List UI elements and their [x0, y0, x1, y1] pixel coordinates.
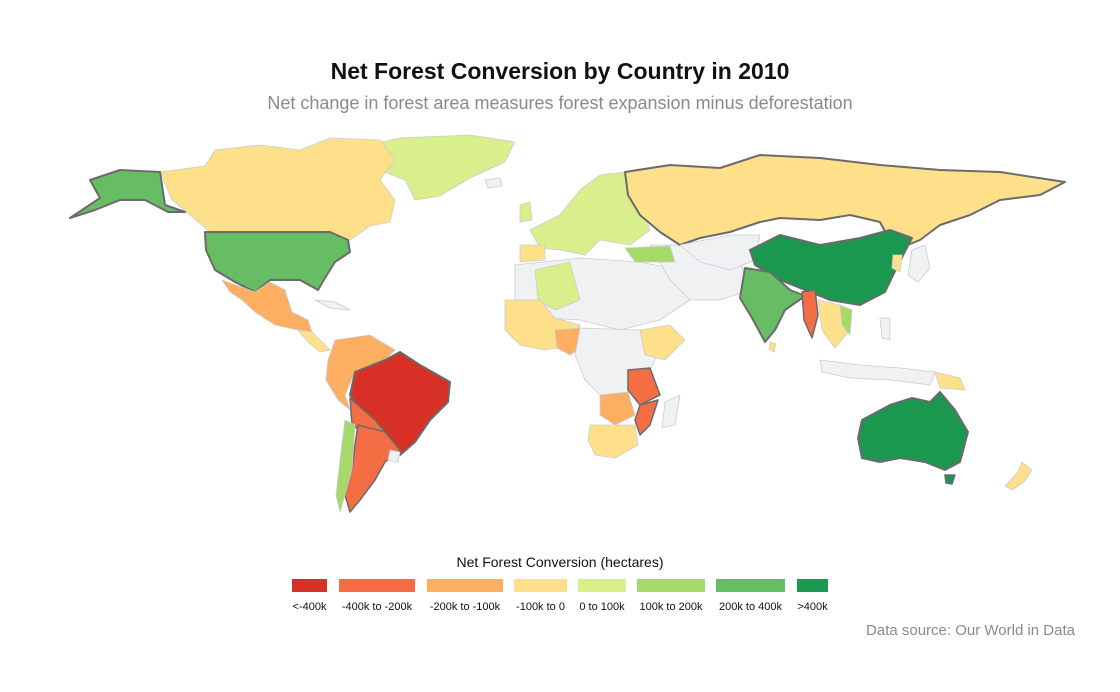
country-indonesia[interactable]	[819, 359, 936, 386]
legend-label: 100k to 200k	[639, 601, 703, 613]
legend-title: Net Forest Conversion (hectares)	[456, 554, 664, 570]
legend-label: 200k to 400k	[719, 601, 782, 613]
country-mexico[interactable]	[221, 279, 313, 333]
country-usa[interactable]	[204, 231, 351, 293]
country-madagascar[interactable]	[661, 394, 681, 429]
country-korea[interactable]	[891, 254, 903, 273]
legend-swatch	[339, 579, 415, 592]
country-mozambique[interactable]	[634, 399, 659, 436]
data-source: Data source: Our World in Data	[866, 622, 1075, 639]
country-usa-alaska[interactable]	[69, 169, 186, 219]
country-uruguay[interactable]	[387, 449, 401, 463]
country-australia[interactable]	[857, 391, 969, 471]
country-china[interactable]	[749, 229, 913, 306]
country-central-america[interactable]	[297, 329, 331, 353]
legend-label: >400k	[797, 601, 828, 613]
legend-swatch	[637, 579, 705, 592]
country-iceland[interactable]	[484, 177, 503, 189]
country-argentina[interactable]	[344, 424, 401, 513]
country-canada[interactable]	[159, 137, 396, 241]
country-turkey[interactable]	[624, 245, 676, 263]
country-tanzania[interactable]	[627, 367, 661, 406]
legend-swatch	[292, 579, 327, 592]
chart-subtitle: Net change in forest area measures fores…	[267, 93, 853, 113]
country-cuba[interactable]	[314, 299, 351, 311]
legend-label: -200k to -100k	[429, 601, 501, 613]
chart-title: Net Forest Conversion by Country in 2010	[330, 58, 790, 84]
country-sri-lanka[interactable]	[768, 341, 777, 353]
legend-swatch	[716, 579, 785, 592]
country-new-zealand[interactable]	[1004, 461, 1033, 491]
legend-swatch	[427, 579, 503, 592]
legend-swatch	[797, 579, 828, 592]
country-philippines[interactable]	[879, 317, 891, 341]
legend: <-400k -400k to -200k -200k to -100k -100k …	[0, 579, 1120, 619]
country-myanmar[interactable]	[801, 289, 819, 339]
country-india[interactable]	[739, 267, 806, 343]
legend-swatch	[578, 579, 626, 592]
region-southern-africa[interactable]	[587, 424, 639, 459]
country-algeria[interactable]	[534, 261, 581, 311]
country-uk[interactable]	[519, 201, 533, 223]
country-australia-tasmania[interactable]	[944, 474, 956, 485]
legend-label: -100k to 0	[516, 601, 565, 613]
country-japan[interactable]	[907, 244, 931, 283]
country-vietnam[interactable]	[839, 304, 853, 336]
region-europe[interactable]	[529, 171, 651, 256]
country-ethiopia[interactable]	[639, 324, 686, 361]
country-northwest-south-america[interactable]	[325, 334, 396, 411]
legend-label: 0 to 100k	[579, 601, 625, 613]
country-spain[interactable]	[519, 244, 546, 263]
legend-label: -400k to -200k	[341, 601, 413, 613]
country-papua-new-guinea[interactable]	[934, 371, 966, 391]
country-zambia[interactable]	[599, 391, 636, 426]
country-chile[interactable]	[335, 419, 356, 513]
country-russia[interactable]	[624, 154, 1066, 251]
legend-swatch	[514, 579, 567, 592]
legend-label: <-400k	[292, 601, 327, 613]
